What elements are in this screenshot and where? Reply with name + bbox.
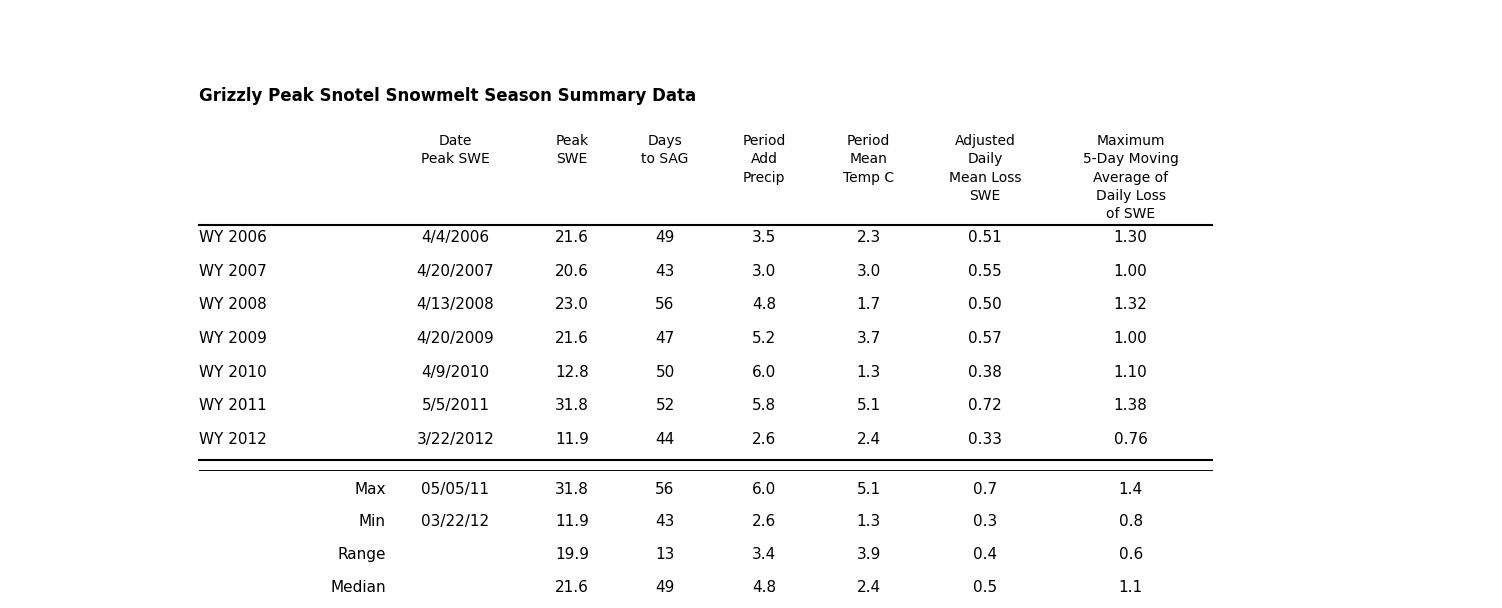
Text: 05/05/11: 05/05/11 <box>422 482 490 497</box>
Text: 0.55: 0.55 <box>969 263 1002 278</box>
Text: 4/4/2006: 4/4/2006 <box>422 230 490 245</box>
Text: 2.6: 2.6 <box>753 432 777 447</box>
Text: WY 2007: WY 2007 <box>200 263 267 278</box>
Text: 19.9: 19.9 <box>554 547 589 562</box>
Text: 31.8: 31.8 <box>554 482 589 497</box>
Text: 4.8: 4.8 <box>753 297 777 313</box>
Text: 21.6: 21.6 <box>554 331 589 346</box>
Text: 21.6: 21.6 <box>554 580 589 595</box>
Text: Adjusted
Daily
Mean Loss
SWE: Adjusted Daily Mean Loss SWE <box>949 134 1021 203</box>
Text: WY 2008: WY 2008 <box>200 297 267 313</box>
Text: Days
to SAG: Days to SAG <box>641 134 689 166</box>
Text: 3.9: 3.9 <box>856 547 880 562</box>
Text: 1.00: 1.00 <box>1114 331 1148 346</box>
Text: 1.4: 1.4 <box>1119 482 1143 497</box>
Text: 1.32: 1.32 <box>1113 297 1148 313</box>
Text: 0.38: 0.38 <box>969 365 1002 379</box>
Text: Min: Min <box>359 514 386 530</box>
Text: 5.2: 5.2 <box>753 331 777 346</box>
Text: Peak
SWE: Peak SWE <box>556 134 589 166</box>
Text: 1.1: 1.1 <box>1119 580 1143 595</box>
Text: 3.0: 3.0 <box>856 263 880 278</box>
Text: 3/22/2012: 3/22/2012 <box>416 432 494 447</box>
Text: 12.8: 12.8 <box>556 365 589 379</box>
Text: 2.4: 2.4 <box>856 432 880 447</box>
Text: 23.0: 23.0 <box>554 297 589 313</box>
Text: 4/20/2009: 4/20/2009 <box>416 331 494 346</box>
Text: 5.8: 5.8 <box>753 398 777 413</box>
Text: 13: 13 <box>655 547 674 562</box>
Text: 0.7: 0.7 <box>973 482 997 497</box>
Text: 43: 43 <box>655 263 674 278</box>
Text: 0.5: 0.5 <box>973 580 997 595</box>
Text: 6.0: 6.0 <box>753 365 777 379</box>
Text: 4/20/2007: 4/20/2007 <box>416 263 494 278</box>
Text: 1.7: 1.7 <box>856 297 880 313</box>
Text: 5.1: 5.1 <box>856 482 880 497</box>
Text: 4/13/2008: 4/13/2008 <box>416 297 494 313</box>
Text: WY 2011: WY 2011 <box>200 398 267 413</box>
Text: 5.1: 5.1 <box>856 398 880 413</box>
Text: 1.3: 1.3 <box>856 365 880 379</box>
Text: Max: Max <box>354 482 386 497</box>
Text: Grizzly Peak Snotel Snowmelt Season Summary Data: Grizzly Peak Snotel Snowmelt Season Summ… <box>200 87 697 105</box>
Text: 21.6: 21.6 <box>554 230 589 245</box>
Text: 0.8: 0.8 <box>1119 514 1143 530</box>
Text: 3.4: 3.4 <box>753 547 777 562</box>
Text: 2.4: 2.4 <box>856 580 880 595</box>
Text: WY 2006: WY 2006 <box>200 230 267 245</box>
Text: 20.6: 20.6 <box>554 263 589 278</box>
Text: Date
Peak SWE: Date Peak SWE <box>421 134 490 166</box>
Text: 11.9: 11.9 <box>554 432 589 447</box>
Text: 31.8: 31.8 <box>554 398 589 413</box>
Text: 11.9: 11.9 <box>554 514 589 530</box>
Text: 0.76: 0.76 <box>1113 432 1148 447</box>
Text: 44: 44 <box>655 432 674 447</box>
Text: 0.57: 0.57 <box>969 331 1002 346</box>
Text: 03/22/12: 03/22/12 <box>422 514 490 530</box>
Text: Range: Range <box>336 547 386 562</box>
Text: 3.7: 3.7 <box>856 331 880 346</box>
Text: 52: 52 <box>655 398 674 413</box>
Text: WY 2010: WY 2010 <box>200 365 267 379</box>
Text: 1.00: 1.00 <box>1114 263 1148 278</box>
Text: Median: Median <box>330 580 386 595</box>
Text: 2.6: 2.6 <box>753 514 777 530</box>
Text: 50: 50 <box>655 365 674 379</box>
Text: 1.30: 1.30 <box>1113 230 1148 245</box>
Text: 47: 47 <box>655 331 674 346</box>
Text: 0.72: 0.72 <box>969 398 1002 413</box>
Text: 2.3: 2.3 <box>856 230 880 245</box>
Text: WY 2012: WY 2012 <box>200 432 267 447</box>
Text: Period
Mean
Temp C: Period Mean Temp C <box>843 134 894 185</box>
Text: WY 2009: WY 2009 <box>200 331 267 346</box>
Text: 49: 49 <box>655 230 674 245</box>
Text: 4/9/2010: 4/9/2010 <box>422 365 490 379</box>
Text: 1.38: 1.38 <box>1113 398 1148 413</box>
Text: 0.50: 0.50 <box>969 297 1002 313</box>
Text: 5/5/2011: 5/5/2011 <box>422 398 490 413</box>
Text: 0.3: 0.3 <box>973 514 997 530</box>
Text: 0.33: 0.33 <box>969 432 1002 447</box>
Text: 4.8: 4.8 <box>753 580 777 595</box>
Text: 3.5: 3.5 <box>753 230 777 245</box>
Text: 49: 49 <box>655 580 674 595</box>
Text: 56: 56 <box>655 297 674 313</box>
Text: 56: 56 <box>655 482 674 497</box>
Text: 3.0: 3.0 <box>753 263 777 278</box>
Text: 1.10: 1.10 <box>1114 365 1148 379</box>
Text: 0.6: 0.6 <box>1119 547 1143 562</box>
Text: Period
Add
Precip: Period Add Precip <box>742 134 786 185</box>
Text: 1.3: 1.3 <box>856 514 880 530</box>
Text: Maximum
5-Day Moving
Average of
Daily Loss
of SWE: Maximum 5-Day Moving Average of Daily Lo… <box>1083 134 1179 221</box>
Text: 43: 43 <box>655 514 674 530</box>
Text: 6.0: 6.0 <box>753 482 777 497</box>
Text: 0.51: 0.51 <box>969 230 1002 245</box>
Text: 0.4: 0.4 <box>973 547 997 562</box>
